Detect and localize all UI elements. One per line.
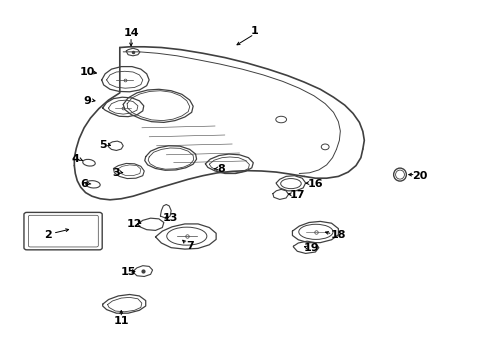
Text: 3: 3: [112, 168, 120, 178]
Text: 10: 10: [79, 67, 95, 77]
Text: 19: 19: [304, 243, 319, 253]
Text: 15: 15: [120, 267, 136, 277]
Text: 18: 18: [330, 230, 346, 240]
Text: 1: 1: [250, 26, 258, 36]
Text: 14: 14: [123, 28, 139, 38]
Text: 5: 5: [99, 140, 106, 150]
Text: 20: 20: [411, 171, 427, 181]
Text: 16: 16: [307, 179, 323, 189]
Text: 6: 6: [80, 179, 88, 189]
Text: 7: 7: [185, 240, 193, 251]
Text: 2: 2: [44, 230, 52, 240]
Text: 13: 13: [162, 213, 178, 223]
Text: 9: 9: [83, 96, 91, 106]
Text: 12: 12: [126, 219, 142, 229]
Text: 11: 11: [113, 316, 129, 326]
Text: 17: 17: [289, 190, 305, 200]
Text: 8: 8: [217, 164, 224, 174]
Text: 4: 4: [72, 154, 80, 164]
